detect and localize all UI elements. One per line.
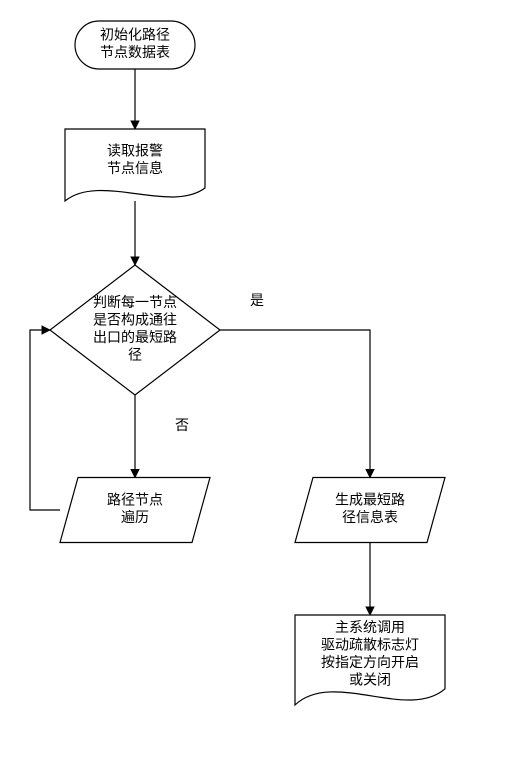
svg-text:径信息表: 径信息表 <box>342 509 398 526</box>
edge-label-是: 是 <box>250 294 264 309</box>
svg-text:遍历: 遍历 <box>121 510 149 526</box>
svg-text:初始化路径: 初始化路径 <box>100 26 170 43</box>
edge-traverse-decision <box>30 330 60 510</box>
svg-text:主系统调用: 主系统调用 <box>335 620 405 636</box>
svg-text:生成最短路: 生成最短路 <box>335 492 405 508</box>
svg-text:判断每一节点: 判断每一节点 <box>93 295 177 311</box>
edge-label-否: 否 <box>175 419 189 434</box>
svg-text:出口的最短路: 出口的最短路 <box>93 330 177 346</box>
svg-text:是否构成通往: 是否构成通往 <box>93 312 177 328</box>
svg-text:按指定方向开启: 按指定方向开启 <box>321 655 419 671</box>
svg-text:节点信息: 节点信息 <box>107 160 163 177</box>
svg-text:节点数据表: 节点数据表 <box>100 45 170 61</box>
edge-decision-gen_table <box>220 330 370 478</box>
svg-text:驱动疏散标志灯: 驱动疏散标志灯 <box>321 638 419 654</box>
svg-text:路径节点: 路径节点 <box>107 492 163 508</box>
svg-text:径: 径 <box>128 347 142 363</box>
svg-text:或关闭: 或关闭 <box>349 673 391 689</box>
svg-text:读取报警: 读取报警 <box>107 143 163 160</box>
